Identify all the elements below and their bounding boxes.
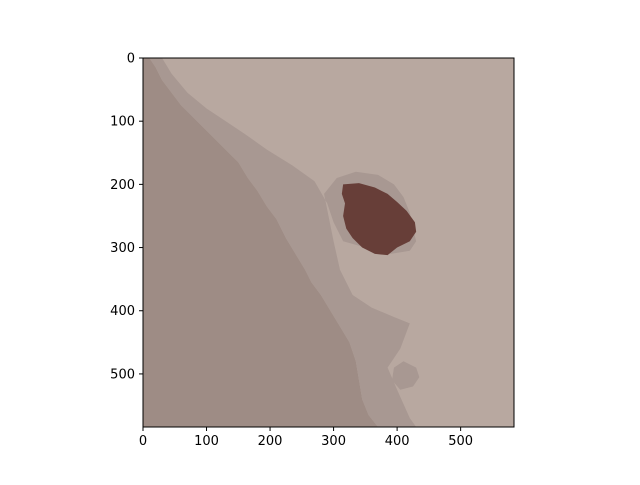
halo-region-2 <box>392 361 420 390</box>
lesion-region-3 <box>341 183 417 256</box>
y-tick-label: 500 <box>110 367 135 382</box>
y-tick-label: 400 <box>110 304 135 319</box>
x-tick-label: 300 <box>321 434 346 449</box>
y-tick-label: 300 <box>110 241 135 256</box>
x-tick-label: 500 <box>448 434 473 449</box>
y-tick-label: 0 <box>127 52 135 67</box>
x-tick-label: 400 <box>385 434 410 449</box>
halo-region-1 <box>143 58 417 427</box>
axes-frame <box>142 57 515 428</box>
x-axis: 0 100 200 300 400 500 <box>139 427 473 449</box>
dark-region-region-0 <box>143 58 379 427</box>
y-axis: 0 100 200 300 400 500 <box>110 52 143 382</box>
y-tick-label: 200 <box>110 178 135 193</box>
x-tick-label: 200 <box>258 434 283 449</box>
x-tick-label: 100 <box>194 434 219 449</box>
y-tick-label: 100 <box>110 115 135 130</box>
x-tick-label: 0 <box>139 434 147 449</box>
heatmap-image <box>143 58 514 427</box>
